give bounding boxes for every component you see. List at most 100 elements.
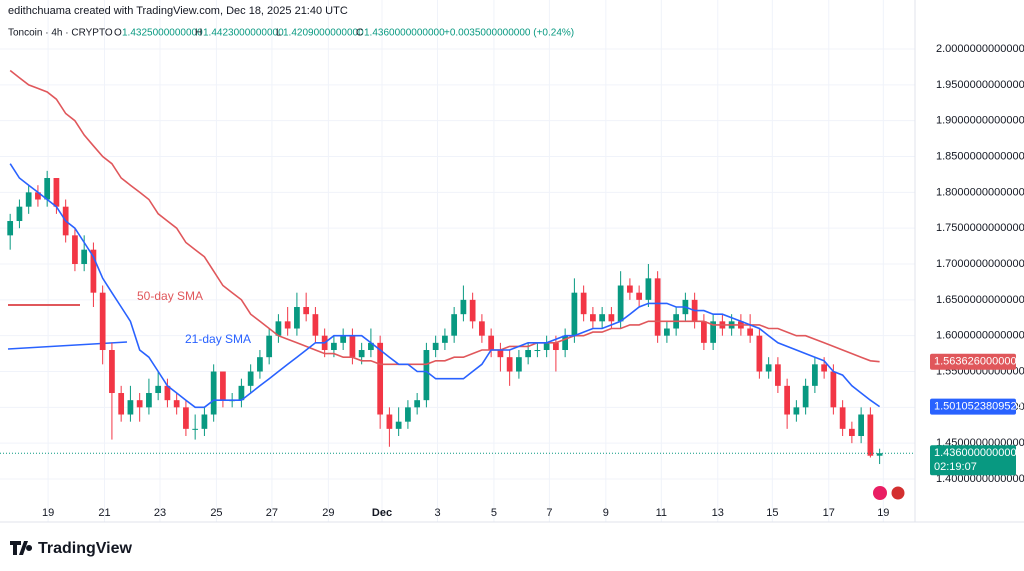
candle-body [266,335,273,358]
ohlc-label: O [114,28,122,39]
candle-body [701,321,707,343]
x-tick-label: 19 [877,507,889,519]
ohlc-value: 1.4325000000000 [122,28,203,39]
x-tick-label: 13 [712,507,724,519]
candle-body [839,407,846,429]
candle-body [395,421,402,429]
candle-body [876,453,883,456]
candle-body [432,342,439,351]
candle-body [867,414,874,456]
candle-body [849,428,855,437]
drawing-line [7,341,128,350]
ohlc-label: L [276,28,282,39]
candle-body [155,385,162,394]
candle-body [303,307,310,315]
x-tick-label: 23 [154,507,166,519]
x-tick-label: 3 [434,507,440,519]
candle-body [81,249,88,265]
candle-body [580,292,587,315]
candle-body [562,335,569,351]
symbol: Toncoin · 4h · CRYPTO [8,28,113,39]
ohlc-label: C [356,28,363,39]
candle-body [247,371,254,386]
price-tag-label: 1.4360000000000 [934,447,1023,459]
candle-body [414,400,421,408]
candle-body [405,407,411,422]
candle-body [590,314,596,322]
candle-body [525,350,532,358]
change: +0.0035000000000 (+0.24%) [444,28,574,39]
candle-body [386,414,393,429]
candle-body [377,342,384,415]
candle-body [183,407,189,429]
x-tick-label: 5 [491,507,497,519]
candle-body [368,342,374,351]
icon[interactable] [873,486,887,500]
candle-body [257,357,263,372]
candle-body [488,335,495,351]
candle-body [423,350,430,401]
candle-body [25,192,32,207]
candle-body [312,314,319,336]
candle-body [793,407,800,415]
candle-body [858,414,864,437]
candle-body [747,328,754,336]
candle-body [460,299,467,315]
candle-body [534,350,541,352]
value-tag [930,353,1016,370]
candle-body [90,249,97,293]
sma-line [9,163,881,409]
value-tag [930,398,1016,415]
logo-text: TradingView [38,540,133,557]
candle-body [358,350,365,358]
icon[interactable] [890,485,906,501]
candle-body [210,371,217,415]
candle-body [812,364,818,386]
y-axis: 2.0000000000000 1.9500000000000 1.90000000… [42,43,1024,519]
x-tick-label: 19 [42,507,54,519]
x-tick-label: 29 [322,507,334,519]
candle-body [765,364,772,372]
candle-body [220,371,226,401]
x-tick-label: 15 [766,507,778,519]
candle-body [645,278,652,300]
candle-body [35,192,41,200]
candle-body [543,342,550,351]
candle-body [710,321,717,343]
candle-body [146,393,152,408]
y-tick-label: 1.7500000000000 [936,222,1024,234]
candle-body [654,278,661,336]
candle-body [664,328,670,336]
candle-body [608,314,615,322]
x-tick-label: 9 [603,507,609,519]
x-tick-label: 11 [656,507,667,519]
ohlc-value: 1.4209000000000 [283,28,364,39]
ohlc-label: H [195,28,202,39]
candle-body [275,321,282,336]
candle-body [331,342,337,351]
candle-body [571,292,578,336]
candle-body [516,357,522,372]
candle-body [99,292,106,351]
ohlc-value: 1.4423000000000 [203,28,284,39]
candle-body [497,350,504,358]
candle-body [164,385,171,401]
credit: edithchuama created with TradingView.com… [8,5,348,17]
value-tag-label: 1.5010523809524 [934,400,1023,412]
candle-body [469,299,476,322]
candle-body [349,335,356,358]
candle-body [756,335,763,372]
y-tick-label: 1.7000000000000 [936,258,1024,270]
grid [0,0,915,522]
candle-body [53,178,60,207]
series-label: 50-day SMA [137,289,203,303]
candle-body [599,314,606,322]
candle-body [127,400,134,415]
candle-body [173,400,180,408]
series-label: 21-day SMA [185,332,251,346]
candle-body [627,285,633,293]
y-tick-label: 1.9000000000000 [936,115,1024,127]
candle-body [201,414,208,429]
x-tick-label: 7 [546,507,552,519]
